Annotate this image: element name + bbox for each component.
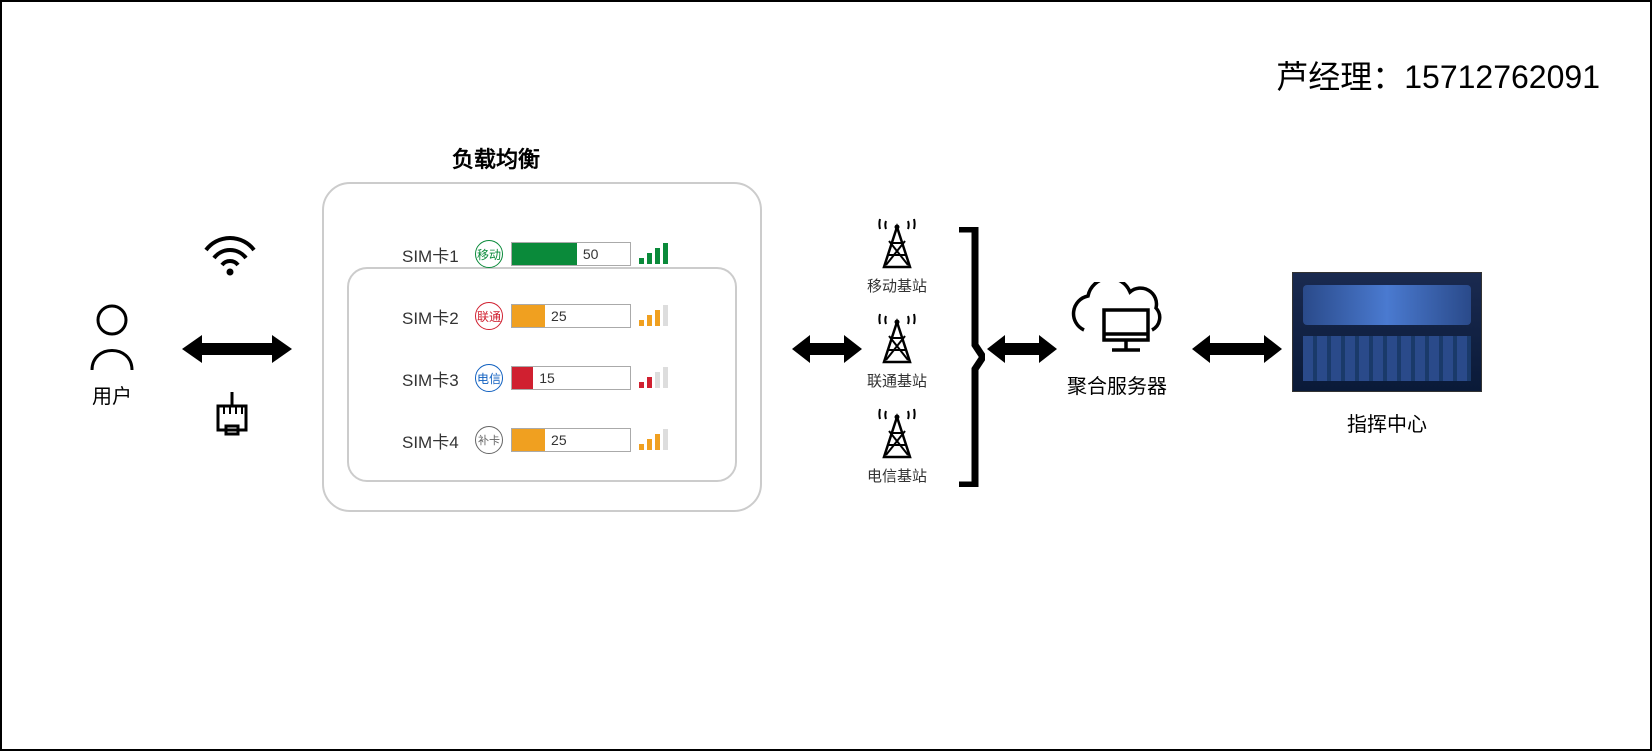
carrier-icon: 补卡	[475, 426, 503, 454]
sim-row: SIM卡3 电信 15	[402, 364, 668, 392]
signal-icon	[639, 306, 668, 326]
sim-bar: 25	[511, 304, 631, 328]
user-icon	[82, 302, 142, 372]
station-node: 电信基站	[867, 407, 927, 486]
sim-bar: 25	[511, 428, 631, 452]
station-node: 联通基站	[867, 312, 927, 391]
station-label: 移动基站	[867, 275, 927, 296]
arrow-server-command	[1192, 332, 1282, 366]
tower-icon	[874, 407, 920, 461]
carrier-icon: 电信	[475, 364, 503, 392]
station-node: 移动基站	[867, 217, 927, 296]
station-label: 联通基站	[867, 370, 927, 391]
server-label: 聚合服务器	[1067, 370, 1167, 399]
sim-label: SIM卡4	[402, 428, 467, 453]
signal-icon	[639, 430, 668, 450]
sim-bar: 15	[511, 366, 631, 390]
sim-value: 25	[545, 305, 567, 327]
sim-label: SIM卡3	[402, 366, 467, 391]
command-center-node: 指挥中心	[1292, 272, 1482, 437]
cloud-server-icon	[1062, 282, 1172, 362]
signal-icon	[639, 368, 668, 388]
bracket-icon	[957, 227, 985, 492]
user-label: 用户	[92, 380, 132, 409]
carrier-icon: 移动	[475, 240, 503, 268]
ethernet-icon	[212, 392, 252, 442]
tower-icon	[874, 312, 920, 366]
command-center-image	[1292, 272, 1482, 392]
signal-icon	[639, 244, 668, 264]
contact-text: 芦经理：15712762091	[1276, 52, 1600, 98]
station-label: 电信基站	[867, 465, 927, 486]
user-node: 用户	[82, 302, 142, 409]
sim-label: SIM卡2	[402, 304, 467, 329]
command-center-label: 指挥中心	[1347, 408, 1427, 437]
arrow-user-lb	[182, 332, 292, 366]
arrow-stations-server	[987, 332, 1057, 366]
sim-value: 50	[577, 243, 599, 265]
arrow-lb-stations	[792, 332, 862, 366]
sim-row: SIM卡4 补卡 25	[402, 426, 668, 454]
server-node: 聚合服务器	[1062, 282, 1172, 399]
sim-value: 25	[545, 429, 567, 451]
sim-row: SIM卡2 联通 25	[402, 302, 668, 330]
load-balance-title: 负载均衡	[452, 142, 540, 174]
sim-label: SIM卡1	[402, 242, 467, 267]
carrier-icon: 联通	[475, 302, 503, 330]
sim-row: SIM卡1 移动 50	[402, 240, 668, 268]
diagram-canvas: 芦经理：15712762091 用户	[0, 0, 1652, 751]
wifi-icon	[202, 232, 258, 276]
sim-value: 15	[533, 367, 555, 389]
sim-bar: 50	[511, 242, 631, 266]
tower-icon	[874, 217, 920, 271]
